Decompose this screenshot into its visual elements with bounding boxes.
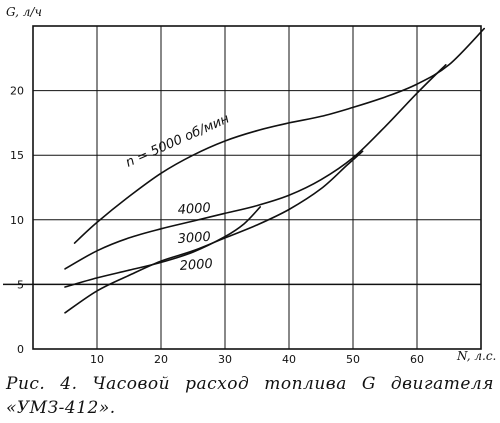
plot-frame (32, 25, 482, 350)
series-label-0: n = 5000 об/мин (124, 111, 233, 170)
x-tick-label: 20 (154, 353, 168, 366)
series-line-3 (64, 150, 364, 314)
series-line-1 (64, 64, 447, 270)
series-line-2 (64, 206, 261, 288)
y-tick-label: 20 (10, 85, 24, 98)
x-tick-label: 60 (410, 353, 424, 366)
x-tick-label: 50 (346, 353, 360, 366)
x-tick-label: 30 (218, 353, 232, 366)
series-group: n = 5000 об/мин 4000 3000 2000 (64, 27, 485, 314)
y-tick-label: 5 (17, 278, 24, 291)
y-tick-label: 15 (10, 149, 24, 162)
chart: 10 20 30 40 50 60 0 5 10 15 20 G, л/ч N, л.с. n = … (3, 5, 496, 366)
figure-caption: Рис. 4. Часовой расход топлива G двигате… (6, 374, 494, 418)
grid (3, 25, 482, 350)
x-tick-label: 10 (90, 353, 104, 366)
series-line-0 (73, 27, 485, 244)
series-label-2: 3000 (177, 230, 211, 247)
y-tick-label: 0 (17, 343, 24, 356)
x-axis-label: N, л.с. (456, 349, 496, 363)
series-label-3: 2000 (179, 257, 213, 274)
tick-labels: 10 20 30 40 50 60 0 5 10 15 20 (10, 85, 424, 366)
series-label-1: 4000 (177, 201, 211, 218)
y-tick-label: 10 (10, 214, 24, 227)
x-tick-label: 40 (282, 353, 296, 366)
y-axis-label: G, л/ч (6, 5, 42, 19)
